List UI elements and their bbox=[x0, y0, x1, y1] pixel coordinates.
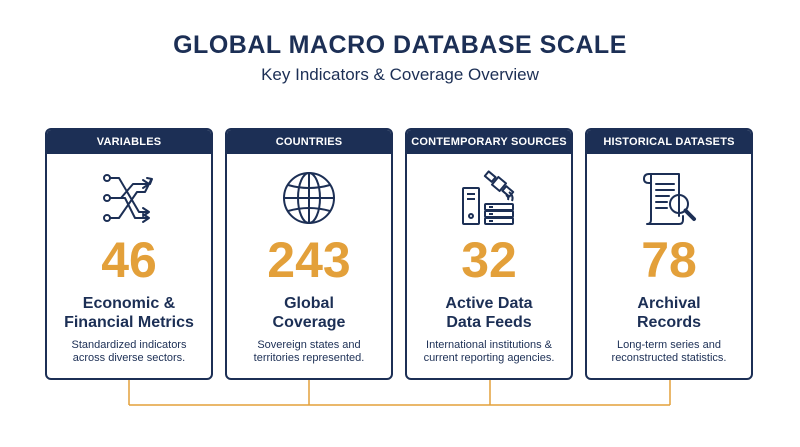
branching-arrows-icon bbox=[99, 168, 159, 228]
card-number: 78 bbox=[641, 232, 697, 288]
card-description: Sovereign states and territories represe… bbox=[253, 339, 365, 364]
scroll-magnifier-icon bbox=[639, 168, 699, 228]
card-header: COUNTRIES bbox=[227, 130, 391, 154]
card-label: Global Coverage bbox=[272, 295, 346, 331]
page-title: GLOBAL MACRO DATABASE SCALE bbox=[173, 31, 627, 59]
card-contemporary-sources: CONTEMPORARY SOURCES 32 Activ bbox=[405, 128, 573, 380]
card-label: Archival Records bbox=[636, 295, 702, 331]
card-description: International institutions & current rep… bbox=[423, 339, 555, 364]
card-number: 32 bbox=[461, 232, 517, 288]
card-variables: VARIABLES 46 Economic & Financial Metric… bbox=[45, 128, 213, 380]
card-label: Economic & Financial Metrics bbox=[64, 295, 194, 331]
card-label: Active Data Data Feeds bbox=[445, 295, 533, 331]
card-header: VARIABLES bbox=[47, 130, 211, 154]
card-header: CONTEMPORARY SOURCES bbox=[407, 130, 571, 154]
page-subtitle: Key Indicators & Coverage Overview bbox=[261, 65, 539, 84]
card-number: 46 bbox=[101, 232, 157, 288]
card-historical-datasets: HISTORICAL DATASETS 78 Archival Records … bbox=[585, 128, 753, 380]
card-countries: COUNTRIES 243 Global Coverage Sovereign … bbox=[225, 128, 393, 380]
card-description: Standardized indicators across diverse s… bbox=[71, 339, 187, 364]
card-header: HISTORICAL DATASETS bbox=[587, 130, 751, 154]
card-number: 243 bbox=[267, 232, 351, 288]
card-description: Long-term series and reconstructed stati… bbox=[611, 339, 727, 364]
satellite-server-icon bbox=[459, 168, 519, 228]
globe-icon bbox=[279, 168, 339, 228]
